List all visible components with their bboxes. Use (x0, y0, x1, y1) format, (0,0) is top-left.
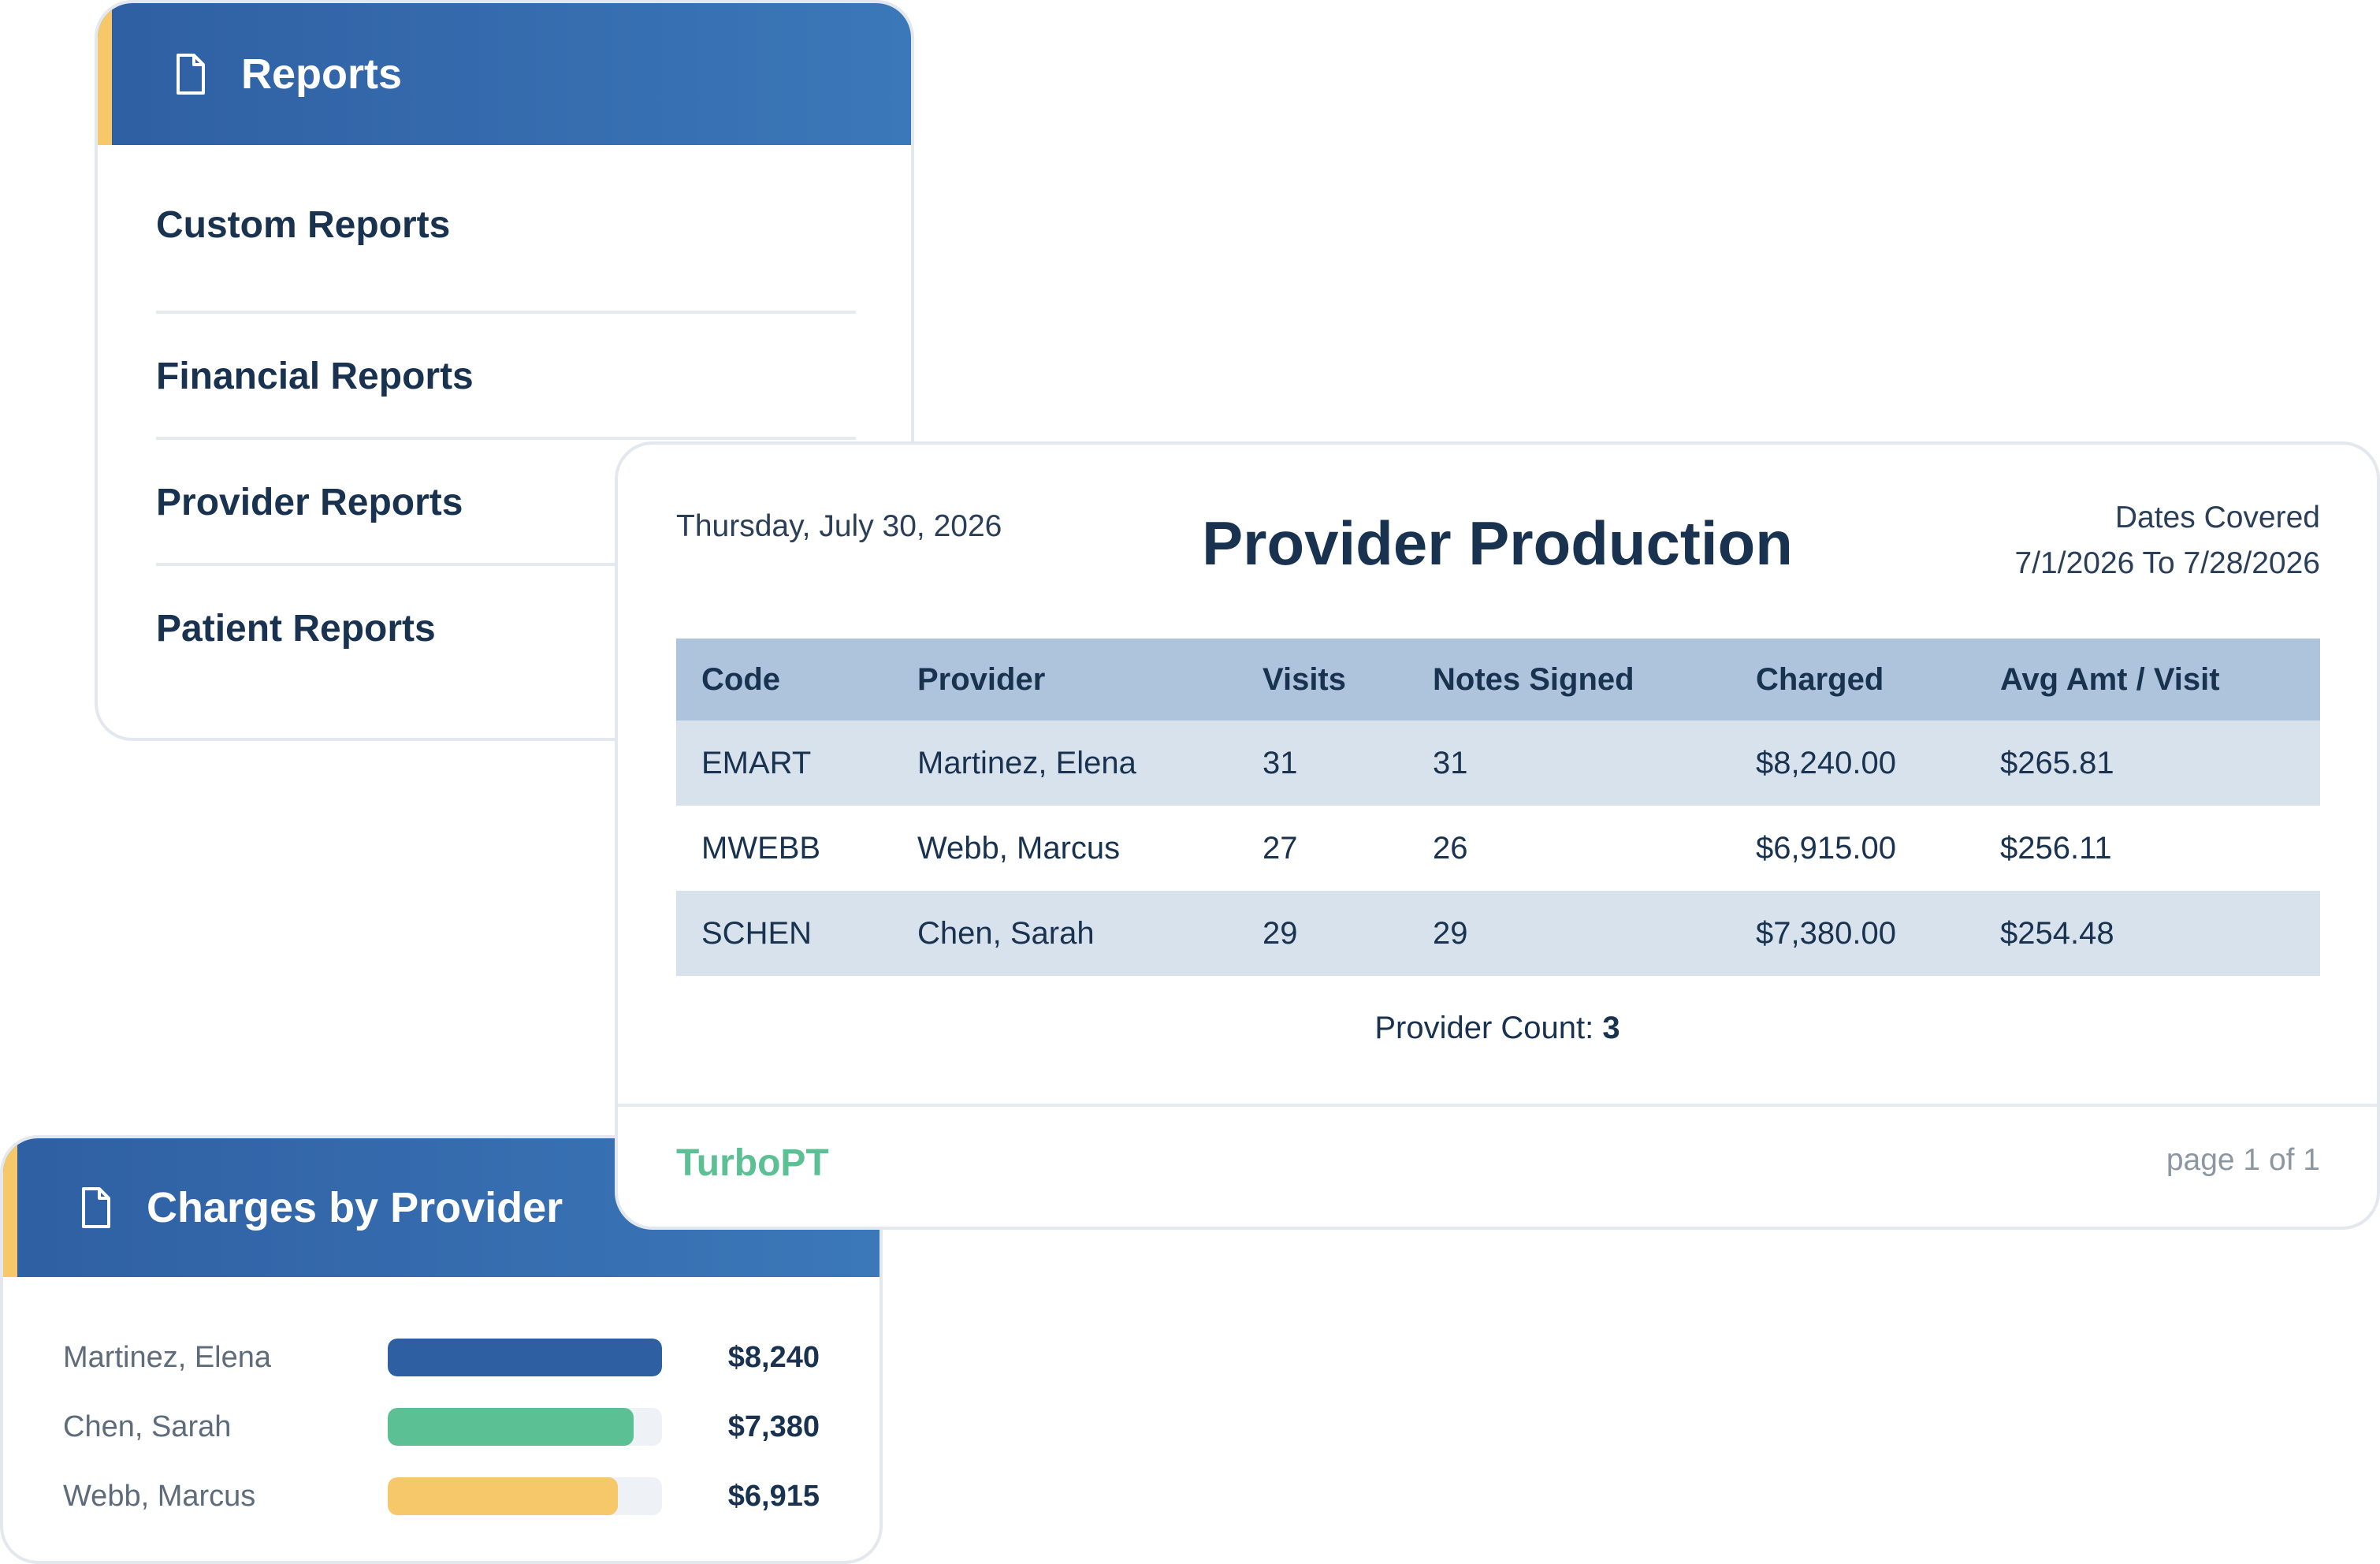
cell-charged: $7,380.00 (1756, 915, 1896, 951)
cell-visits: 29 (1263, 915, 1298, 951)
bar-provider-name: Martinez, Elena (63, 1340, 272, 1374)
report-footer: TurboPT page 1 of 1 (618, 1104, 2377, 1227)
cell-visits: 31 (1263, 745, 1298, 780)
menu-item-provider-reports[interactable]: Provider Reports (156, 440, 856, 566)
table-row: SCHEN Chen, Sarah 29 29 $7,380.00 $254.4… (676, 891, 2320, 976)
charges-bars: Martinez, Elena $8,240 Chen, Sarah $7,38… (63, 1323, 820, 1531)
cell-provider: Webb, Marcus (917, 830, 1121, 866)
cell-visits: 27 (1263, 830, 1298, 866)
provider-count-value: 3 (1602, 1011, 1620, 1045)
dates-covered: Dates Covered 7/1/2026 To 7/28/2026 (2015, 495, 2320, 586)
provider-count: Provider Count: 3 (618, 1011, 2377, 1046)
reports-menu: Custom Reports Financial Reports Provide… (156, 184, 856, 692)
document-icon (177, 54, 205, 95)
provider-production-report: Thursday, July 30, 2026 Provider Product… (615, 441, 2380, 1230)
page-indicator: page 1 of 1 (2166, 1143, 2320, 1177)
brand-logo: TurboPT (676, 1142, 829, 1184)
column-header-provider: Provider (917, 661, 1046, 697)
reports-header: Reports (98, 3, 911, 145)
dates-covered-label: Dates Covered (2114, 501, 2320, 534)
bar-row: Chen, Sarah $7,380 (63, 1392, 820, 1462)
column-header-avg-amt: Avg Amt / Visit (2000, 661, 2220, 697)
cell-notes-signed: 29 (1433, 915, 1468, 951)
table-header-row: Code Provider Visits Notes Signed Charge… (676, 639, 2320, 721)
bar-row: Martinez, Elena $8,240 (63, 1323, 820, 1392)
table-row: EMART Martinez, Elena 31 31 $8,240.00 $2… (676, 721, 2320, 806)
menu-item-custom-reports[interactable]: Custom Reports (156, 184, 856, 314)
cell-avg-amt: $254.48 (2000, 915, 2114, 951)
cell-code: SCHEN (701, 915, 813, 951)
bar-value: $8,240 (727, 1340, 820, 1374)
header-accent (98, 3, 112, 145)
reports-title: Reports (241, 50, 403, 98)
header-accent (3, 1138, 17, 1277)
cell-provider: Martinez, Elena (917, 745, 1136, 780)
report-date: Thursday, July 30, 2026 (676, 509, 1002, 543)
reports-card: Reports Custom Reports Financial Reports… (95, 0, 914, 741)
bar-provider-name: Webb, Marcus (63, 1479, 256, 1513)
column-header-charged: Charged (1756, 661, 1884, 697)
production-table: Code Provider Visits Notes Signed Charge… (676, 639, 2320, 976)
bar-fill (388, 1477, 618, 1515)
provider-count-label: Provider Count: (1374, 1011, 1603, 1045)
bar-provider-name: Chen, Sarah (63, 1409, 232, 1443)
cell-code: MWEBB (701, 830, 821, 866)
cell-notes-signed: 26 (1433, 830, 1468, 866)
bar-fill (388, 1408, 634, 1446)
menu-item-patient-reports[interactable]: Patient Reports (156, 608, 436, 650)
column-header-notes-signed: Notes Signed (1433, 661, 1634, 697)
cell-avg-amt: $256.11 (2000, 830, 2112, 866)
dates-covered-range: 7/1/2026 To 7/28/2026 (2014, 546, 2320, 580)
bar-track (388, 1339, 662, 1376)
column-header-code: Code (701, 661, 780, 697)
column-header-visits: Visits (1263, 661, 1346, 697)
cell-provider: Chen, Sarah (917, 915, 1095, 951)
bar-value: $7,380 (727, 1409, 820, 1443)
document-icon (82, 1187, 110, 1228)
bar-fill (388, 1339, 662, 1376)
menu-item-financial-reports[interactable]: Financial Reports (156, 314, 856, 440)
bar-track (388, 1477, 662, 1515)
table-row: MWEBB Webb, Marcus 27 26 $6,915.00 $256.… (676, 806, 2320, 891)
bar-track (388, 1408, 662, 1446)
cell-code: EMART (701, 745, 812, 780)
cell-avg-amt: $265.81 (2000, 745, 2114, 780)
cell-notes-signed: 31 (1433, 745, 1468, 780)
report-title: Provider Production (1202, 508, 1793, 578)
bar-row: Webb, Marcus $6,915 (63, 1462, 820, 1531)
cell-charged: $8,240.00 (1756, 745, 1896, 780)
cell-charged: $6,915.00 (1756, 830, 1896, 866)
charges-title: Charges by Provider (147, 1184, 563, 1231)
bar-value: $6,915 (727, 1479, 820, 1513)
